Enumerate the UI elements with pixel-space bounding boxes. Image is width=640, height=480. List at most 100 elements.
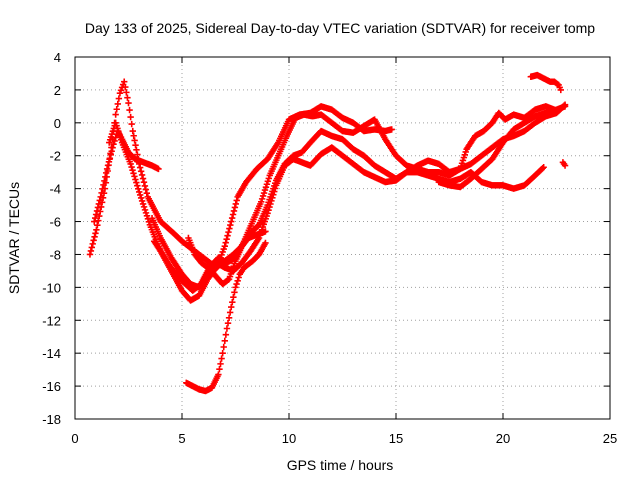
data-point <box>96 197 103 204</box>
data-point <box>98 189 105 197</box>
data-point <box>127 160 134 168</box>
x-tick-label: 10 <box>282 431 296 446</box>
data-point <box>97 193 104 201</box>
data-point <box>221 337 228 345</box>
x-tick-label: 25 <box>603 431 617 446</box>
data-series <box>183 239 269 395</box>
y-tick-label: -2 <box>49 149 61 164</box>
data-point <box>224 319 232 327</box>
y-tick-label: 2 <box>54 83 61 98</box>
data-point <box>115 95 123 102</box>
data-point <box>114 100 121 108</box>
data-point <box>102 169 110 177</box>
y-tick-label: -18 <box>42 412 61 427</box>
x-tick-label: 0 <box>71 431 78 446</box>
data-point <box>268 197 275 205</box>
data-point <box>140 179 148 186</box>
data-point <box>143 212 151 220</box>
data-point <box>216 366 223 373</box>
data-point <box>132 141 139 149</box>
data-point <box>222 331 230 338</box>
data-point <box>222 239 229 246</box>
data-point <box>125 99 132 107</box>
data-point <box>270 191 277 198</box>
data-point <box>229 298 236 306</box>
data-point <box>133 179 140 186</box>
data-point <box>121 78 128 85</box>
data-point <box>111 137 118 145</box>
data-point <box>139 200 147 208</box>
data-point <box>136 188 143 196</box>
data-point <box>127 113 134 121</box>
data-point <box>132 176 139 183</box>
y-tick-label: -16 <box>42 379 61 394</box>
data-point <box>219 349 226 357</box>
data-point <box>122 83 129 91</box>
data-point <box>142 186 150 193</box>
data-point <box>230 207 238 215</box>
data-point <box>235 274 242 281</box>
x-tick-label: 20 <box>496 431 510 446</box>
data-point <box>557 86 564 94</box>
y-tick-label: -10 <box>42 280 61 295</box>
data-point <box>388 126 395 133</box>
data-point <box>99 185 106 193</box>
data-point <box>267 200 274 208</box>
y-axis-label: SDTVAR / TECUs <box>6 182 22 294</box>
data-point <box>112 111 119 118</box>
data-point <box>228 218 235 225</box>
data-point <box>130 132 137 139</box>
data-point <box>266 203 273 211</box>
data-point <box>155 165 162 173</box>
data-point <box>226 309 234 316</box>
data-point <box>228 303 235 311</box>
data-series <box>559 159 569 169</box>
data-point <box>124 94 131 101</box>
data-point <box>232 200 240 208</box>
x-tick-label: 5 <box>178 431 185 446</box>
data-point <box>142 209 150 217</box>
data-point <box>107 151 114 158</box>
data-point <box>561 162 569 169</box>
data-point <box>103 165 111 173</box>
data-series <box>91 127 162 225</box>
data-point <box>95 200 103 208</box>
data-point <box>130 170 137 177</box>
plot-frame <box>74 56 611 420</box>
y-tick-label: -12 <box>42 313 61 328</box>
data-point <box>86 251 94 258</box>
y-tick-label: -6 <box>49 215 61 230</box>
data-point <box>221 243 228 250</box>
data-point <box>110 141 117 148</box>
data-point <box>136 164 144 171</box>
data-point <box>105 158 113 166</box>
y-tick-label: -14 <box>42 346 61 361</box>
data-point <box>225 314 233 322</box>
data-point <box>141 182 149 190</box>
data-point <box>91 214 99 222</box>
y-tick-label: -4 <box>49 182 61 197</box>
data-series <box>185 228 269 288</box>
data-point <box>220 343 227 351</box>
data-point <box>226 225 233 232</box>
data-point <box>262 228 269 235</box>
data-point <box>104 162 112 169</box>
x-axis-label: GPS time / hours <box>287 457 394 473</box>
data-point <box>92 211 100 218</box>
data-point <box>136 191 144 199</box>
data-point <box>540 164 547 171</box>
data-point <box>94 222 101 229</box>
data-point <box>100 181 107 189</box>
data-point <box>272 185 279 192</box>
y-tick-label: 0 <box>54 116 61 131</box>
data-point <box>91 233 98 241</box>
data-point <box>94 204 102 211</box>
data-point <box>271 188 278 195</box>
data-point <box>228 214 236 222</box>
chart-title: Day 133 of 2025, Sidereal Day-to-day VTE… <box>85 20 595 36</box>
data-point <box>217 360 224 368</box>
data-markers <box>86 71 569 395</box>
data-point <box>126 106 133 114</box>
data-point <box>269 194 276 201</box>
